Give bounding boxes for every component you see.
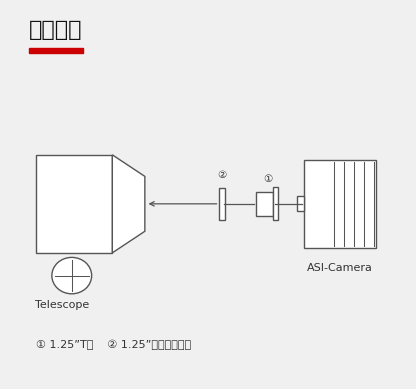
Bar bbox=[304, 160, 376, 248]
Bar bbox=[256, 191, 273, 216]
Text: ASI-Camera: ASI-Camera bbox=[307, 263, 373, 273]
Circle shape bbox=[52, 258, 92, 294]
Bar bbox=[273, 187, 278, 221]
Text: ②: ② bbox=[217, 170, 226, 180]
Text: Telescope: Telescope bbox=[35, 300, 90, 310]
Bar bbox=[297, 196, 304, 211]
Bar bbox=[36, 155, 112, 253]
Bar bbox=[29, 47, 83, 53]
Text: ①: ① bbox=[263, 174, 273, 184]
Text: ① 1.25”T桶    ② 1.25”滤镜（可选）: ① 1.25”T桶 ② 1.25”滤镜（可选） bbox=[36, 340, 191, 350]
Polygon shape bbox=[112, 155, 145, 253]
Text: 连接方式: 连接方式 bbox=[29, 19, 83, 40]
Bar bbox=[219, 188, 225, 219]
